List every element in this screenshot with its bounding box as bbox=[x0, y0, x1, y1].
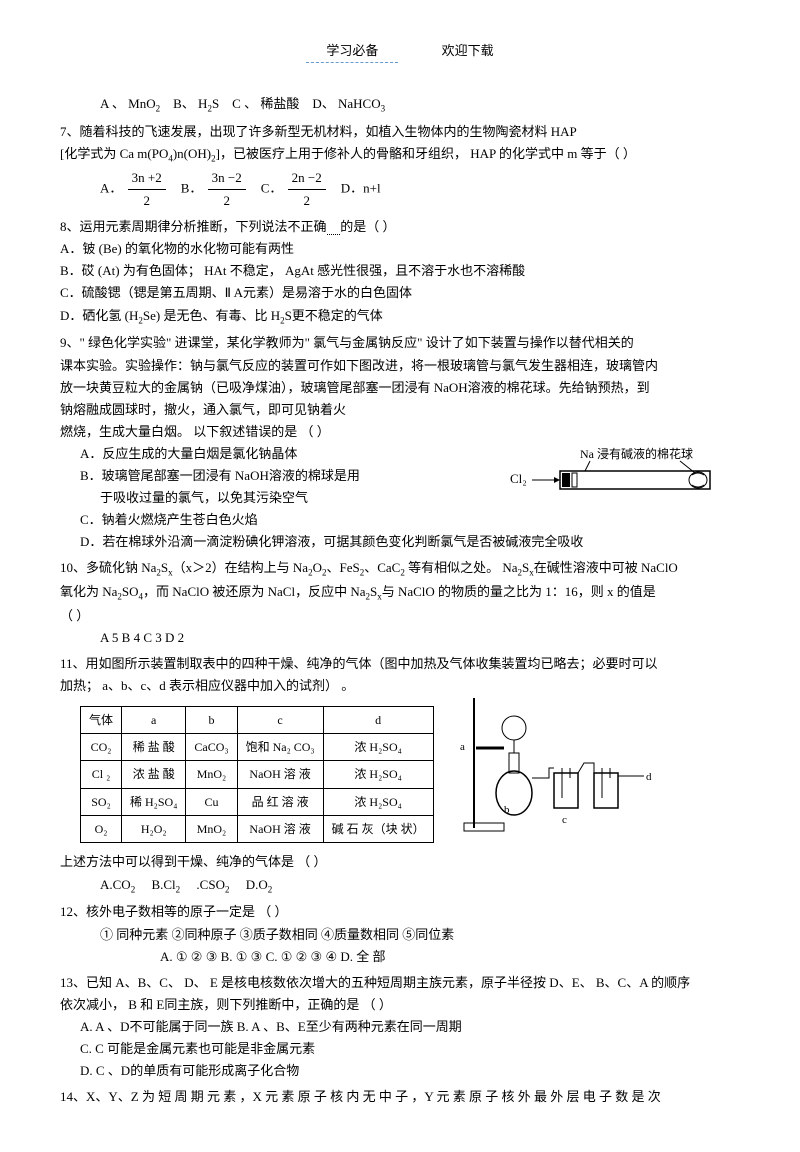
q12-l1: 12、核外电子数相等的原子一定是 （ ） bbox=[60, 901, 740, 923]
table-row: 气体 a b c d bbox=[81, 706, 434, 733]
q9-c: C．钠着火燃烧产生苍白色火焰 bbox=[80, 509, 740, 531]
q9-l5: 燃烧，生成大量白烟。 以下叙述错误的是 （ ） bbox=[60, 421, 740, 443]
q12: 12、核外电子数相等的原子一定是 （ ） ① 同种元素 ②同种原子 ③质子数相同… bbox=[60, 901, 740, 967]
table-row: SO₂稀 H₂SO₄Cu品 红 溶 液浓 H₂SO₄ bbox=[81, 788, 434, 815]
apparatus-icon: a b c d bbox=[454, 698, 654, 838]
q13-c: C. C 可能是金属元素也可能是非金属元素 bbox=[80, 1038, 740, 1060]
frac-b: 3n −22 bbox=[208, 167, 246, 212]
q14: 14、X、Y、Z 为 短 周 期 元 素 ，X 元 素 原 子 核 内 无 中 … bbox=[60, 1086, 740, 1108]
q7-line1: 7、随着科技的飞速发展，出现了许多新型无机材料，如植入生物体内的生物陶瓷材料 H… bbox=[60, 121, 740, 143]
q10-opts: A 5 B 4 C 3 D 2 bbox=[100, 627, 740, 649]
svg-text:a: a bbox=[460, 741, 465, 753]
q11: 11、用如图所示装置制取表中的四种干燥、纯净的气体（图中加热及气体收集装置均已略… bbox=[60, 653, 740, 897]
frac-a: 3n +22 bbox=[128, 167, 166, 212]
q10-l2: 氧化为 Na2SO4，而 NaClO 被还原为 NaCl，反应中 Na2Sx与 … bbox=[60, 581, 740, 605]
svg-text:d: d bbox=[646, 771, 652, 783]
q9-l2: 课本实验。实验操作：钠与氯气反应的装置可作如下图改进，将一根玻璃管与氯气发生器相… bbox=[60, 355, 740, 377]
q13-d: D. C 、D的单质有可能形成离子化合物 bbox=[80, 1060, 740, 1082]
header-left: 学习必备 bbox=[306, 40, 398, 63]
q12-opts: A. ① ② ③ B. ① ③ C. ① ② ③ ④ D. 全 部 bbox=[160, 946, 740, 968]
q9: 9、" 绿色化学实验" 进课堂，某化学教师为" 氯气与金属钠反应" 设计了如下装… bbox=[60, 332, 740, 553]
q11-l2: 加热； a、b、c、d 表示相应仪器中加入的试剂） 。 bbox=[60, 675, 740, 697]
q13-a: A. A 、D不可能属于同一族 B. A 、B、E至少有两种元素在同一周期 bbox=[80, 1016, 740, 1038]
q7-line2: [化学式为 Ca m(PO4)n(OH)2]，已被医疗上用于修补人的骨骼和牙组织… bbox=[60, 143, 740, 167]
q8: 8、运用元素周期律分析推断，下列说法不正确 的是（ ） A．铍 (Be) 的氧化… bbox=[60, 216, 740, 328]
q10-l1: 10、多硫化钠 Na2Sx（x＞2）在结构上与 Na2O2、FeS2、CaC2 … bbox=[60, 557, 740, 581]
q9-l4: 钠熔融成圆球时，撤火，通入氯气，即可见钠着火 bbox=[60, 399, 740, 421]
q13-l1: 13、已知 A、B、C、 D、 E 是核电核数依次增大的五种短周期主族元素，原子… bbox=[60, 972, 740, 994]
q13-l2: 依次减小， B 和 E同主族，则下列推断中，正确的是 （ ） bbox=[60, 994, 740, 1016]
svg-text:b: b bbox=[504, 804, 510, 816]
q10: 10、多硫化钠 Na2Sx（x＞2）在结构上与 Na2O2、FeS2、CaC2 … bbox=[60, 557, 740, 649]
q12-l2: ① 同种元素 ②同种原子 ③质子数相同 ④质量数相同 ⑤同位素 bbox=[100, 924, 740, 946]
q11-opts: A.CO2 B.Cl2 .CSO2 D.O2 bbox=[100, 874, 740, 898]
q8-stem: 8、运用元素周期律分析推断，下列说法不正确 的是（ ） bbox=[60, 216, 740, 238]
q7: 7、随着科技的飞速发展，出现了许多新型无机材料，如植入生物体内的生物陶瓷材料 H… bbox=[60, 121, 740, 212]
q9-l1: 9、" 绿色化学实验" 进课堂，某化学教师为" 氯气与金属钠反应" 设计了如下装… bbox=[60, 332, 740, 354]
na-label: Na 浸有碱液的棉花球 bbox=[580, 446, 693, 461]
q9-l3: 放一块黄豆粒大的金属钠（已吸净煤油），玻璃管尾部塞一团浸有 NaOH溶液的棉花球… bbox=[60, 377, 740, 399]
q11-apparatus-diagram: a b c d bbox=[454, 698, 654, 845]
q7-options: A． 3n +22 B． 3n −22 C． 2n −22 D．n+l bbox=[100, 167, 740, 212]
q14-l1: 14、X、Y、Z 为 短 周 期 元 素 ，X 元 素 原 子 核 内 无 中 … bbox=[60, 1086, 740, 1108]
header-right: 欢迎下载 bbox=[442, 40, 494, 62]
cl2-label: Cl₂ bbox=[510, 471, 527, 486]
q8-b: B．砹 (At) 为有色固体； HAt 不稳定， AgAt 感光性很强，且不溶于… bbox=[60, 260, 740, 282]
q10-l3: （ ） bbox=[60, 605, 740, 627]
q8-a: A．铍 (Be) 的氧化物的水化物可能有两性 bbox=[60, 238, 740, 260]
q9-diagram: Cl₂ Na 浸有碱液的棉花球 bbox=[510, 443, 740, 505]
q8-d: D．硒化氢 (H2Se) 是无色、有毒、比 H2S更不稳定的气体 bbox=[60, 305, 740, 329]
table-row: CO₂稀 盐 酸CaCO₃饱和 Na₂ CO₃浓 H₂SO₄ bbox=[81, 733, 434, 760]
q11-l1: 11、用如图所示装置制取表中的四种干燥、纯净的气体（图中加热及气体收集装置均已略… bbox=[60, 653, 740, 675]
table-row: Cl ₂浓 盐 酸MnO₂NaOH 溶 液浓 H₂SO₄ bbox=[81, 761, 434, 788]
svg-text:c: c bbox=[562, 814, 567, 826]
table-row: O₂H₂O₂MnO₂NaOH 溶 液碱 石 灰（块 状） bbox=[81, 816, 434, 843]
q9-d: D．若在棉球外沿滴一滴淀粉碘化钾溶液，可据其颜色变化判断氯气是否被碱液完全吸收 bbox=[80, 531, 740, 553]
q11-l3: 上述方法中可以得到干燥、纯净的气体是 （ ） bbox=[60, 851, 740, 873]
frac-c: 2n −22 bbox=[288, 167, 326, 212]
q6-options: A 、 MnO2 B、 H2S C 、 稀盐酸 D、 NaHCO3 bbox=[100, 93, 740, 117]
q11-table: 气体 a b c d CO₂稀 盐 酸CaCO₃饱和 Na₂ CO₃浓 H₂SO… bbox=[80, 706, 434, 844]
q8-c: C．硫酸锶（锶是第五周期、Ⅱ A元素）是易溶于水的白色固体 bbox=[60, 282, 740, 304]
q13: 13、已知 A、B、C、 D、 E 是核电核数依次增大的五种短周期主族元素，原子… bbox=[60, 972, 740, 1082]
page-header: 学习必备 欢迎下载 bbox=[60, 40, 740, 63]
tube-diagram-icon: Cl₂ Na 浸有碱液的棉花球 bbox=[510, 443, 740, 498]
